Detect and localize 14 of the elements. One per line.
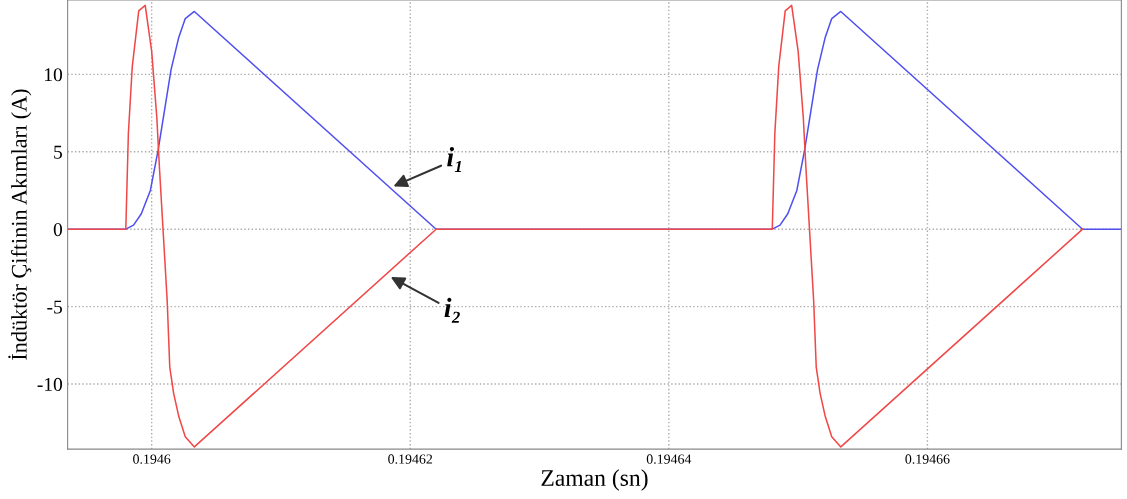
x-tick-label: 0.19464 (646, 454, 692, 464)
annotation: i₂ (444, 297, 460, 323)
y-tick-label: 5 (54, 145, 62, 159)
y-axis-title: İndüktör Çiftinin Akımları (A) (8, 89, 32, 360)
y-tick-label: 10 (45, 68, 63, 82)
y-tick-label: -5 (47, 300, 62, 314)
x-tick-label: 0.1946 (133, 454, 171, 464)
line-series (67, 4, 1084, 448)
x-tick-label: 0.19462 (388, 454, 433, 464)
annotation: i₁ (447, 147, 462, 172)
y-tick-label: 0 (53, 223, 63, 237)
x-tick-label: 0.19466 (905, 454, 950, 464)
x-axis-title: Zaman (sn) (541, 469, 648, 491)
y-tick-label: -10 (37, 377, 63, 391)
